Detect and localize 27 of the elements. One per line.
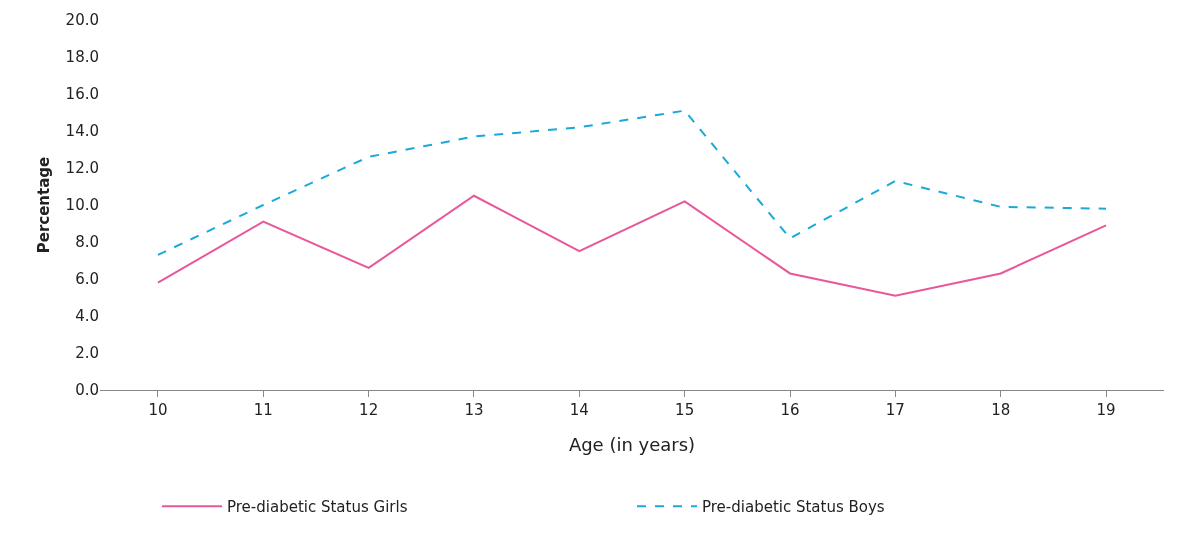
x-tick-label: 10	[148, 401, 168, 419]
y-tick-label: 12.0	[65, 159, 99, 178]
line-series	[156, 109, 1108, 256]
x-tick-label: 19	[1096, 401, 1116, 419]
y-tick-label: 20.0	[65, 11, 99, 30]
x-tick-label: 16	[780, 401, 800, 419]
y-axis-title: Percentage	[34, 156, 53, 254]
y-tick-label: 10.0	[65, 196, 99, 215]
y-tick-label: 2.0	[75, 344, 99, 363]
x-tick-label: 18	[991, 401, 1011, 419]
y-tick-label: 6.0	[75, 270, 99, 289]
y-tick-label: 16.0	[65, 85, 99, 104]
x-tick-label: 15	[675, 401, 695, 419]
line-series	[156, 194, 1108, 297]
x-tick-label: 13	[464, 401, 484, 419]
x-tick-label: 14	[569, 401, 589, 419]
legend-label: Pre-diabetic Status Girls	[227, 498, 408, 516]
y-tick-label: 0.0	[75, 381, 99, 400]
x-tick-label: 17	[885, 401, 905, 419]
y-tick-label: 18.0	[65, 48, 99, 67]
x-axis-title: Age (in years)	[568, 434, 696, 456]
y-tick-label: 4.0	[75, 307, 99, 326]
x-tick-label: 11	[253, 401, 273, 419]
legend-label: Pre-diabetic Status Boys	[702, 498, 885, 516]
x-tick-label: 12	[359, 401, 379, 419]
y-tick-label: 14.0	[65, 122, 99, 141]
y-tick-label: 8.0	[75, 233, 99, 252]
